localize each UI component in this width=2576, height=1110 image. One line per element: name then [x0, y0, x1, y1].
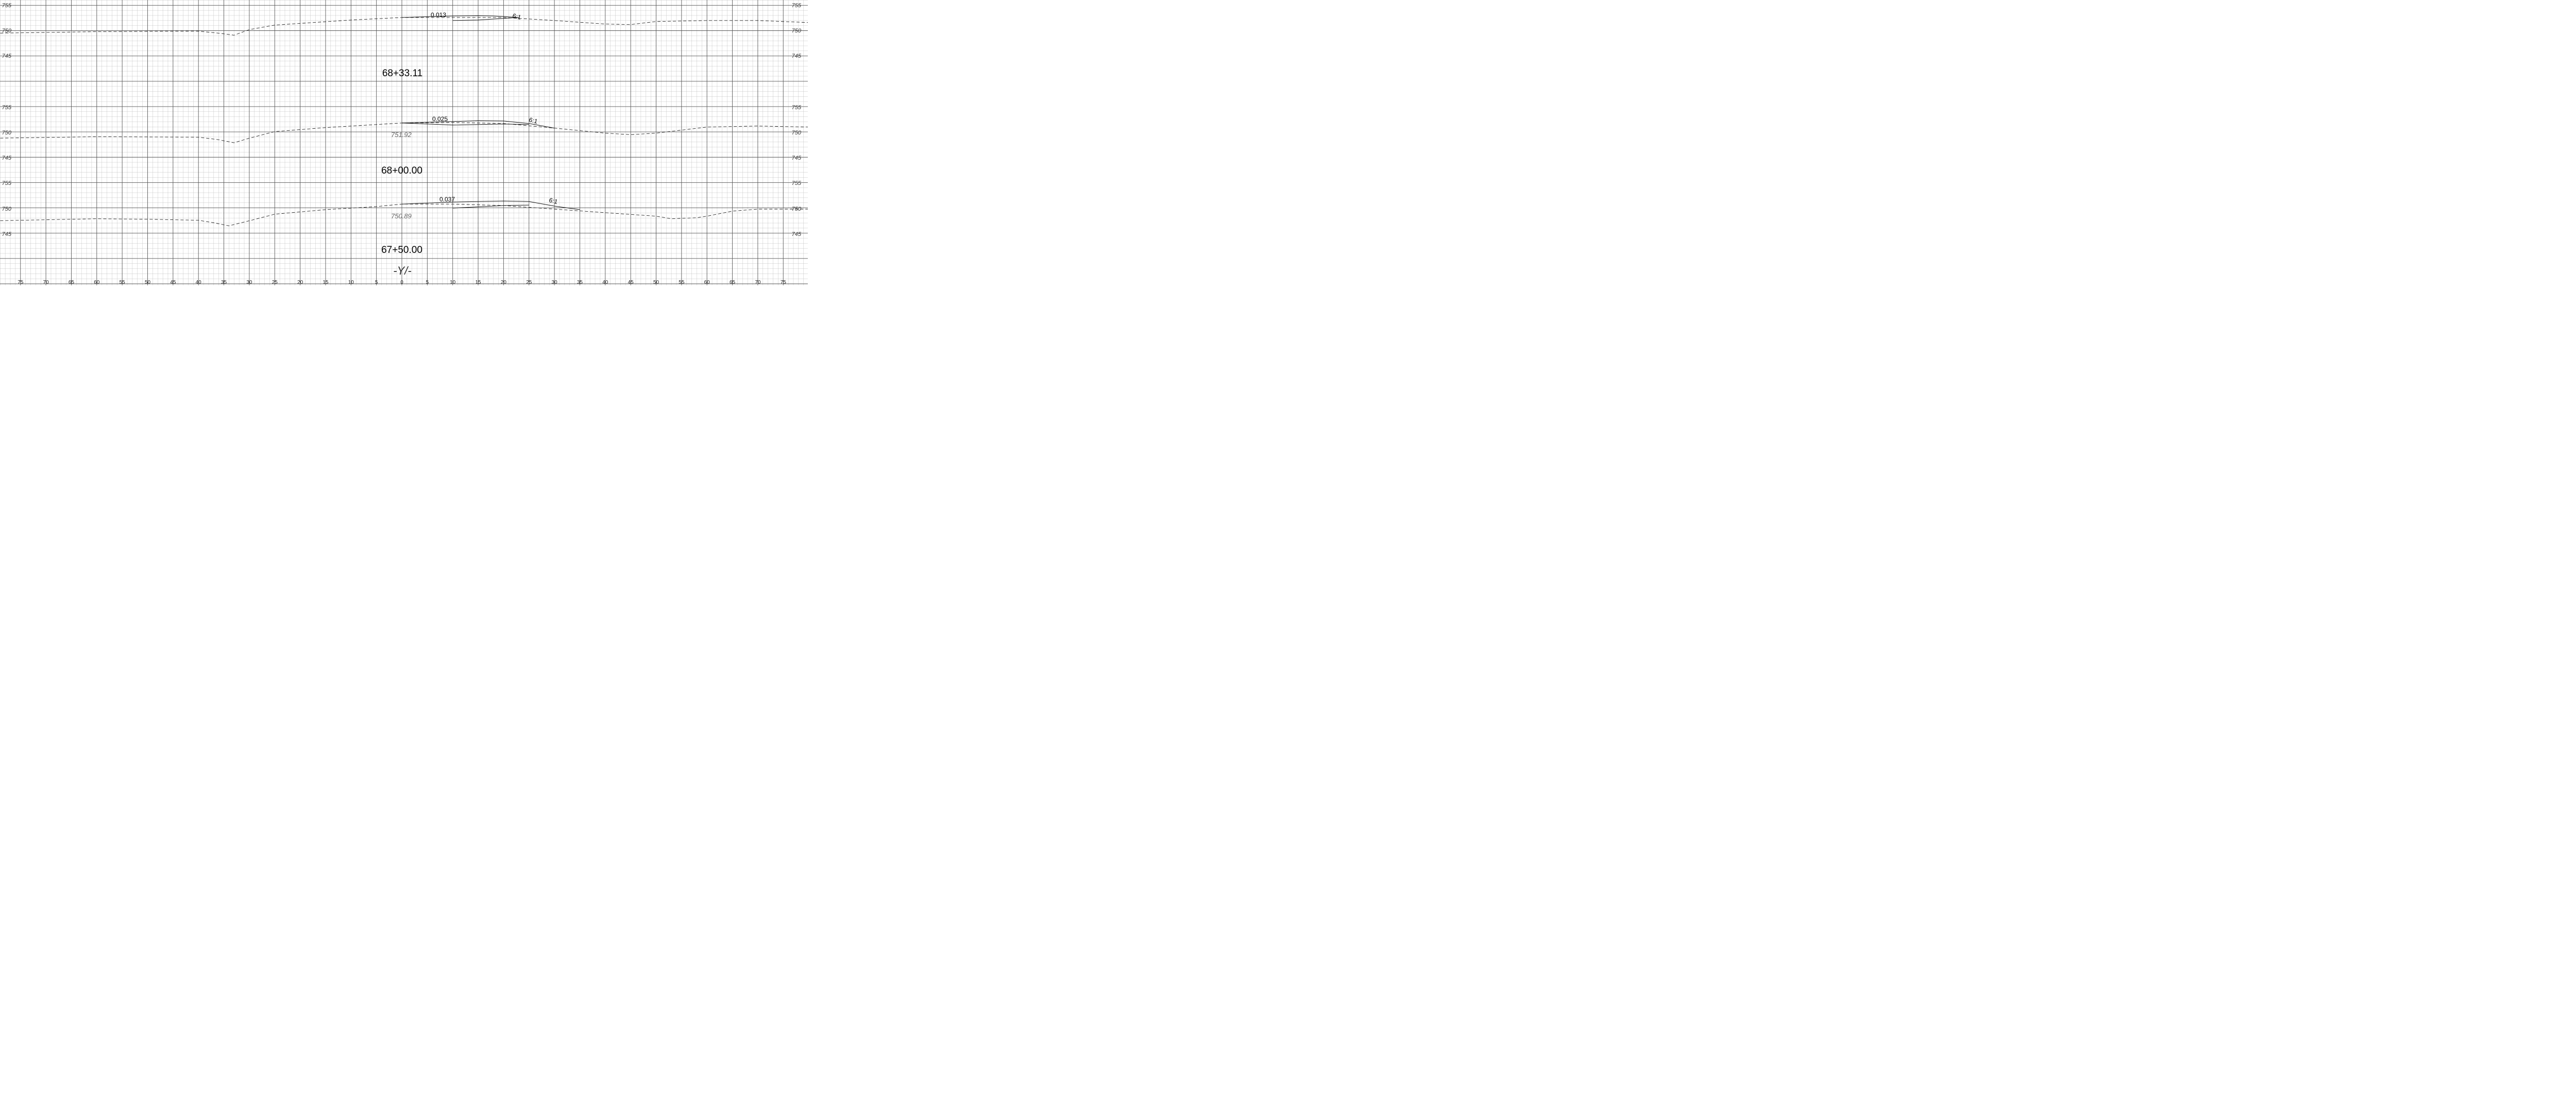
elev-label-right: 745	[792, 53, 802, 59]
elev-label-right: 745	[792, 231, 802, 237]
station-label: 68+00.00	[381, 165, 422, 176]
grade-label: 0.013	[431, 11, 446, 19]
elev-label-right: 750	[792, 130, 802, 136]
offset-tick-label: 30	[552, 280, 558, 285]
offset-tick-label: 45	[628, 280, 634, 285]
slope-label: 6:1	[548, 196, 558, 206]
offset-tick-label: 55	[120, 280, 126, 285]
offset-tick-label: 65	[69, 280, 75, 285]
proposed-grade	[401, 120, 555, 129]
offset-tick-label: 70	[43, 280, 49, 285]
offset-tick-label: 5	[375, 280, 378, 285]
offset-tick-label: 60	[94, 280, 100, 285]
proposed-grade	[401, 15, 519, 21]
offset-tick-label: 40	[196, 280, 202, 285]
elev-label-right: 750	[792, 28, 802, 34]
alignment-label: -Y/-	[393, 264, 411, 277]
offset-tick-label: 70	[755, 280, 761, 285]
elev-label-left: 745	[2, 155, 12, 161]
proposed-bottom-line	[452, 17, 519, 21]
offset-tick-label: 60	[704, 280, 710, 285]
elev-label-left: 745	[2, 53, 12, 59]
offset-tick-label: 20	[501, 280, 507, 285]
offset-tick-label: 5	[426, 280, 429, 285]
offset-tick-label: 65	[730, 280, 736, 285]
elev-label-left: 750	[2, 28, 12, 34]
proposed-bottom-line	[401, 123, 529, 126]
station-label: 68+33.11	[382, 68, 422, 79]
proposed-bottom-line	[452, 204, 529, 209]
offset-tick-label: 45	[170, 280, 176, 285]
elev-label-right: 750	[792, 206, 802, 212]
grade-label: 0.025	[432, 115, 448, 123]
slope-label: 6:1	[528, 116, 538, 125]
elev-label-right: 755	[792, 105, 802, 111]
grid-major-lines	[0, 0, 808, 285]
offset-tick-label: 75	[781, 280, 787, 285]
centerline-elevation-label: 751.92	[391, 131, 412, 139]
offset-tick-label: 50	[145, 280, 151, 285]
offset-tick-label: 35	[577, 280, 583, 285]
offset-tick-label: 25	[272, 280, 278, 285]
proposed-top-line	[401, 200, 580, 210]
offset-tick-label: 55	[679, 280, 685, 285]
offset-tick-label: 15	[323, 280, 329, 285]
grade-label: 0.037	[439, 196, 455, 203]
offset-tick-label: 20	[297, 280, 303, 285]
section-67-50: 755 750 745 755 750 745 0.037 6:1 750.89…	[0, 180, 808, 255]
elev-label-left: 755	[2, 105, 12, 111]
elev-label-right: 755	[792, 180, 802, 186]
elev-label-left: 755	[2, 180, 12, 186]
proposed-top-line	[401, 120, 555, 129]
offset-tick-label: 30	[246, 280, 252, 285]
section-68-00: 755 750 745 755 750 745 0.025 6:1 751.92…	[0, 105, 808, 176]
offset-tick-label: 0	[400, 280, 403, 285]
offset-axis: 75 70 65 60 55 50 45 40 35 30 25 20 15 10 5 0 5 10 15 20 25 3…	[18, 280, 786, 285]
offset-tick-label: 50	[653, 280, 659, 285]
elev-label-right: 745	[792, 155, 802, 161]
elev-label-left: 750	[2, 130, 12, 136]
slope-label: 6:1	[512, 12, 522, 21]
proposed-grade	[401, 200, 580, 210]
elev-label-left: 750	[2, 206, 12, 212]
station-label: 67+50.00	[381, 245, 422, 255]
existing-ground-profile	[0, 203, 808, 226]
offset-tick-label: 35	[221, 280, 227, 285]
offset-tick-label: 10	[450, 280, 456, 285]
grid-minor-lines	[0, 0, 808, 285]
elev-label-left: 755	[2, 3, 12, 9]
offset-tick-label: 75	[18, 280, 24, 285]
elev-label-left: 745	[2, 231, 12, 237]
section-68-33: 755 750 745 755 750 745 0.013 6:1 68+33.…	[0, 3, 808, 79]
offset-tick-label: 25	[526, 280, 532, 285]
cross-section-sheet: 755 750 745 755 750 745 0.013 6:1 68+33.…	[0, 0, 808, 285]
proposed-top-line	[401, 15, 519, 18]
elev-label-right: 755	[792, 3, 802, 9]
offset-tick-label: 15	[475, 280, 481, 285]
offset-tick-label: 10	[348, 280, 354, 285]
existing-ground-line	[0, 203, 808, 226]
centerline-elevation-label: 750.89	[391, 212, 412, 220]
offset-tick-label: 40	[602, 280, 608, 285]
